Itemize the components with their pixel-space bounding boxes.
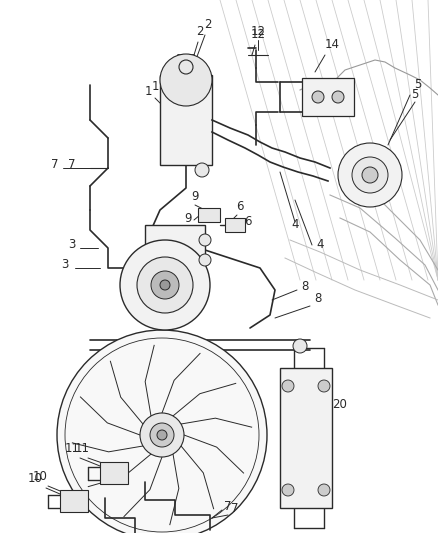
Text: 8: 8 xyxy=(301,280,309,293)
Text: 1: 1 xyxy=(151,80,159,93)
Text: 4: 4 xyxy=(316,238,324,251)
Text: 7: 7 xyxy=(68,158,76,171)
Circle shape xyxy=(195,163,209,177)
Circle shape xyxy=(362,167,378,183)
Text: 1: 1 xyxy=(144,85,152,98)
Circle shape xyxy=(179,60,193,74)
Circle shape xyxy=(199,234,211,246)
Circle shape xyxy=(318,380,330,392)
Circle shape xyxy=(332,91,344,103)
Text: 12: 12 xyxy=(251,25,265,38)
Text: 9: 9 xyxy=(184,212,192,225)
Circle shape xyxy=(293,339,307,353)
Circle shape xyxy=(199,254,211,266)
Circle shape xyxy=(282,484,294,496)
Bar xyxy=(145,225,205,275)
Bar xyxy=(60,490,88,512)
Text: 8: 8 xyxy=(314,292,321,305)
Text: 3: 3 xyxy=(68,238,76,251)
Circle shape xyxy=(338,143,402,207)
Text: 4: 4 xyxy=(291,218,299,231)
Bar xyxy=(198,208,220,222)
Circle shape xyxy=(160,280,170,290)
Text: 2: 2 xyxy=(196,25,204,38)
Circle shape xyxy=(120,240,210,330)
Text: 10: 10 xyxy=(28,472,42,485)
Circle shape xyxy=(137,257,193,313)
Text: 5: 5 xyxy=(411,88,419,101)
Text: 7: 7 xyxy=(224,500,232,513)
Text: 10: 10 xyxy=(32,470,47,483)
Circle shape xyxy=(140,413,184,457)
Text: 14: 14 xyxy=(325,38,339,51)
Circle shape xyxy=(157,430,167,440)
Text: 20: 20 xyxy=(332,398,347,411)
Text: 11: 11 xyxy=(74,442,89,455)
Text: 7: 7 xyxy=(231,502,239,515)
Circle shape xyxy=(318,484,330,496)
Bar xyxy=(100,462,128,484)
Bar xyxy=(225,218,245,232)
Circle shape xyxy=(150,423,174,447)
Text: 12: 12 xyxy=(251,28,265,41)
Text: 6: 6 xyxy=(244,215,252,228)
Text: 11: 11 xyxy=(64,442,80,455)
Circle shape xyxy=(282,380,294,392)
Text: 2: 2 xyxy=(204,18,212,31)
Bar xyxy=(302,78,354,116)
Circle shape xyxy=(312,91,324,103)
Bar xyxy=(280,368,332,508)
Circle shape xyxy=(57,330,267,533)
Text: 3: 3 xyxy=(61,258,69,271)
Circle shape xyxy=(160,54,212,106)
Circle shape xyxy=(151,271,179,299)
Text: 5: 5 xyxy=(414,78,422,91)
Text: 6: 6 xyxy=(236,200,244,213)
Circle shape xyxy=(352,157,388,193)
Bar xyxy=(160,75,212,165)
Text: 7: 7 xyxy=(51,158,59,171)
Text: 9: 9 xyxy=(191,190,199,203)
